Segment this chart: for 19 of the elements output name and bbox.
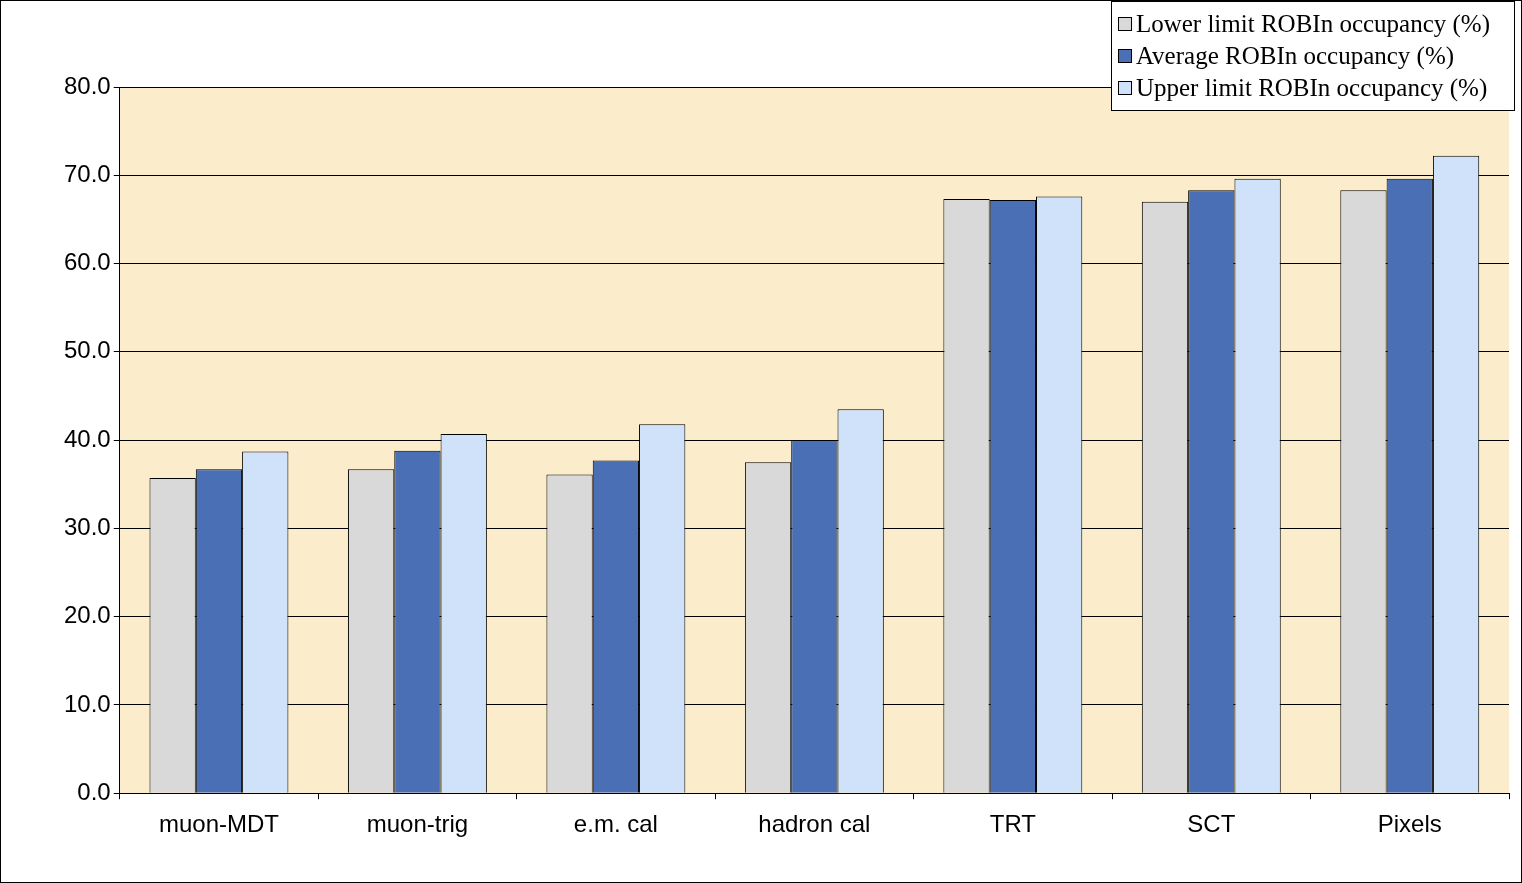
- x-tick-label: hadron cal: [758, 810, 871, 838]
- y-tick-label: 20.0: [63, 601, 111, 629]
- y-tick-label: 50.0: [63, 336, 111, 364]
- x-tick-label: muon-trig: [366, 810, 469, 838]
- y-tick-label: 30.0: [63, 513, 111, 540]
- legend-label: Lower limit ROBIn occupancy (%): [1135, 9, 1490, 40]
- y-tick-label: 80.0: [63, 71, 111, 99]
- x-tick-label: muon-MDT: [158, 810, 280, 838]
- legend-label: Upper limit ROBIn occupancy (%): [1135, 73, 1488, 103]
- y-tick-label: 70.0: [63, 159, 111, 187]
- y-tick-label: 0.0: [77, 777, 111, 805]
- x-tick-label: e.m. cal: [573, 810, 658, 838]
- x-tick-label: SCT: [1187, 810, 1236, 838]
- x-tick-label: TRT: [989, 810, 1037, 838]
- y-tick-label: 60.0: [63, 248, 111, 276]
- legend-label: Average ROBIn occupancy (%): [1135, 41, 1455, 72]
- x-tick-label: Pixels: [1377, 810, 1442, 838]
- y-tick-label: 40.0: [63, 424, 111, 452]
- y-tick-label: 10.0: [63, 689, 111, 717]
